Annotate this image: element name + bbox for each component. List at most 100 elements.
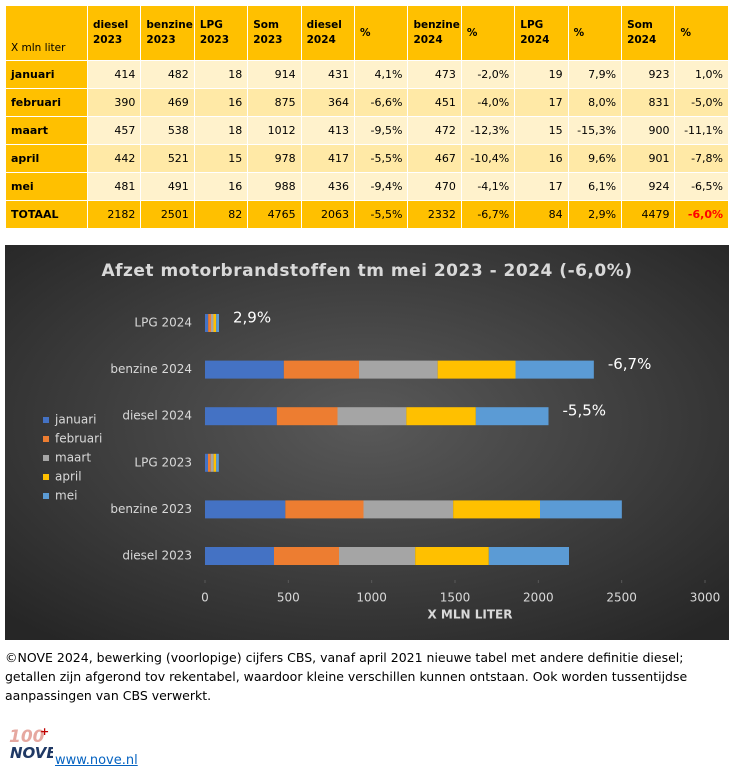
table-cell: 521 [140,144,195,173]
table-cell: 901 [621,144,676,173]
table-cell: -2,0% [460,60,516,89]
bar-segment [515,360,594,379]
table-cell: -4,0% [460,88,516,117]
table-cell: 16 [193,172,249,201]
table-row: mei 481 491 16 988 436 -9,4% 470 -4,1% 17 6,1% 924-… [5,172,729,201]
table-cell: 7,9% [567,60,623,89]
table-cell: 2332 [407,200,462,229]
bar-segment [337,407,407,426]
bar-segment [213,453,217,472]
table-cell: 15 [193,144,249,173]
table-cell: 467 [407,144,462,173]
x-tick-label: 0 [201,591,209,605]
table-cell: 84 [514,200,569,229]
table-row: maart 457 538 18 1012 413 -9,5% 472 -12,3% 15 -15,… [5,116,729,145]
bar-segment [274,547,339,565]
table-cell: 470 [407,172,462,201]
x-tick-label: 1500 [440,591,471,605]
table-cell: -6,0% [674,200,729,229]
legend-label: januari [54,413,97,427]
total-label: -6,7% [608,355,652,373]
header-cell: % [354,5,409,61]
y-tick-label: diesel 2023 [122,549,192,563]
bar-segment [205,407,277,426]
table-cell: 1012 [247,116,302,145]
header-cell: benzine 2024 [407,5,462,61]
header-cell: LPG 2024 [514,5,569,61]
bar-segment [339,547,416,565]
header-cell: X mln liter [5,5,88,61]
header-cell: diesel 2023 [86,5,142,61]
table-cell: 482 [140,60,195,89]
bar-segment [216,453,219,472]
table-cell: -5,0% [674,88,729,117]
table-row: TOTAAL 2182 2501 82 4765 2063 -5,5% 2332 -6,7% 84… [5,200,729,229]
table-cell: 16 [514,144,569,173]
table-cell: -4,1% [460,172,516,201]
table-cell: 4,1% [354,60,409,89]
row-label: mei [5,172,88,201]
table-cell: 18 [193,60,249,89]
table-cell: -6,6% [354,88,409,117]
y-tick-label: benzine 2023 [110,502,192,516]
table-cell: 2063 [300,200,356,229]
table-cell: 2,9% [567,200,623,229]
bar-segment [359,360,438,379]
table-cell: 481 [86,172,142,201]
table-cell: -9,4% [354,172,409,201]
y-tick-label: benzine 2024 [110,362,192,376]
table-cell: -6,5% [674,172,729,201]
bar-segment [285,500,364,519]
legend-swatch [43,417,49,423]
table-cell: -15,3% [567,116,623,145]
x-tick-label: 1000 [356,591,387,605]
x-tick-label: 2000 [523,591,554,605]
header-cell: LPG 2023 [193,5,249,61]
bar-segment [406,407,476,426]
logo-number: 100 [9,727,45,747]
chart: Afzet motorbrandstoffen tm mei 2023 - 20… [5,245,729,640]
bar-segment [205,547,274,565]
header-cell: % [460,5,516,61]
bar-segment [205,453,208,472]
table-cell: -6,7% [460,200,516,229]
x-tick-label: 500 [277,591,300,605]
legend-label: februari [55,432,102,446]
bar-segment [475,407,549,426]
bar-segment [540,500,622,519]
table-cell: -5,5% [354,200,409,229]
total-label: -5,5% [563,402,607,420]
table-cell: -11,1% [674,116,729,145]
table-cell: 900 [621,116,676,145]
legend-swatch [43,436,49,442]
table-cell: 413 [300,116,356,145]
bar-segment [208,453,211,472]
table-cell: 9,6% [567,144,623,173]
header-cell: Som 2023 [247,5,302,61]
table-cell: -7,8% [674,144,729,173]
header-cell: % [674,5,729,61]
table-cell: 390 [86,88,142,117]
table-cell: 414 [86,60,142,89]
row-label: april [5,144,88,173]
table-cell: 923 [621,60,676,89]
y-tick-label: diesel 2024 [122,409,192,423]
bar-segment [205,500,286,519]
bar-segment [208,314,211,332]
bar-segment [211,314,214,332]
table-row: april 442 521 15 978 417 -5,5% 467 -10,4% 16 9,6% 9… [5,144,729,173]
table-cell: 17 [514,172,569,201]
chart-background [5,245,729,640]
bar-segment [415,547,489,565]
website-link[interactable]: www.nove.nl [55,753,138,768]
bar-segment [205,314,209,332]
table-cell: 875 [247,88,302,117]
header-row: X mln liter diesel 2023 benzine 2023 LPG 20… [5,5,729,61]
bar-segment [205,360,284,379]
table-cell: 417 [300,144,356,173]
y-tick-label: LPG 2024 [134,316,192,330]
table-cell: 19 [514,60,569,89]
table-cell: -10,4% [460,144,516,173]
table-cell: 4479 [621,200,676,229]
